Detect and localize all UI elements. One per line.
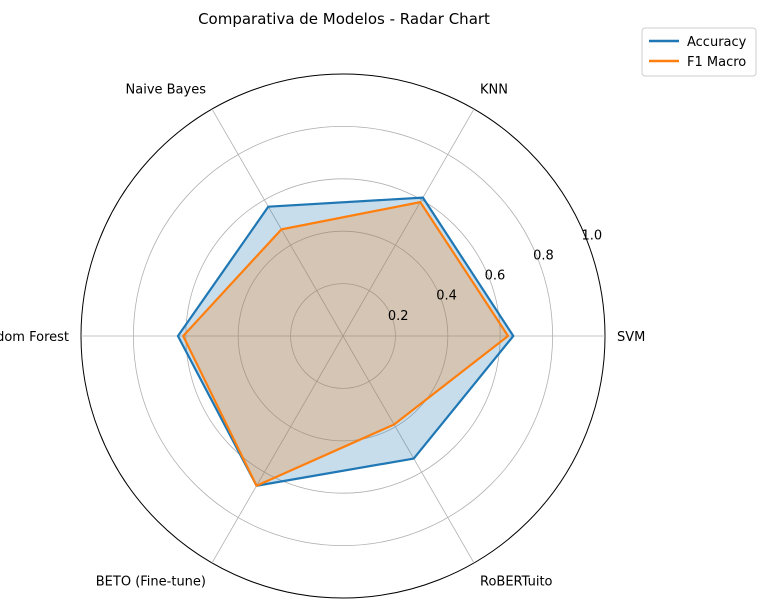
series-f1-macro-line [182, 201, 510, 487]
radial-tick-label: 1.0 [581, 229, 602, 244]
series-f1-macro-area [183, 202, 509, 486]
radial-tick-label: 0.2 [388, 309, 409, 324]
category-label: Random Forest [0, 330, 69, 345]
radar-spoke [211, 108, 344, 337]
radar-spoke [342, 108, 475, 337]
legend: Accuracy F1 Macro [641, 27, 757, 77]
radar-grid [80, 73, 606, 599]
category-label: KNN [480, 83, 508, 98]
radial-tick-label: 0.4 [436, 289, 457, 304]
radial-tick-label: 0.8 [533, 249, 554, 264]
category-label: BETO (Fine-tune) [96, 574, 206, 589]
radial-tick-label: 0.6 [485, 269, 506, 284]
radar-spoke [342, 335, 475, 564]
category-label: Naive Bayes [126, 83, 207, 98]
category-label: SVM [617, 330, 645, 345]
series-accuracy-area [177, 197, 514, 486]
radar-spoke [211, 335, 344, 564]
chart-title: Comparativa de Modelos - Radar Chart [198, 10, 490, 28]
radar-series [176, 196, 515, 487]
legend-accuracy-label: Accuracy [687, 35, 747, 50]
category-label: RoBERTuito [480, 574, 553, 589]
series-accuracy-line [176, 196, 515, 487]
legend-f1-macro-label: F1 Macro [687, 55, 746, 70]
radar-labels: 0.2 0.4 0.6 0.8 1.0 SVM KNN Naive Bayes Random F… [0, 83, 645, 590]
